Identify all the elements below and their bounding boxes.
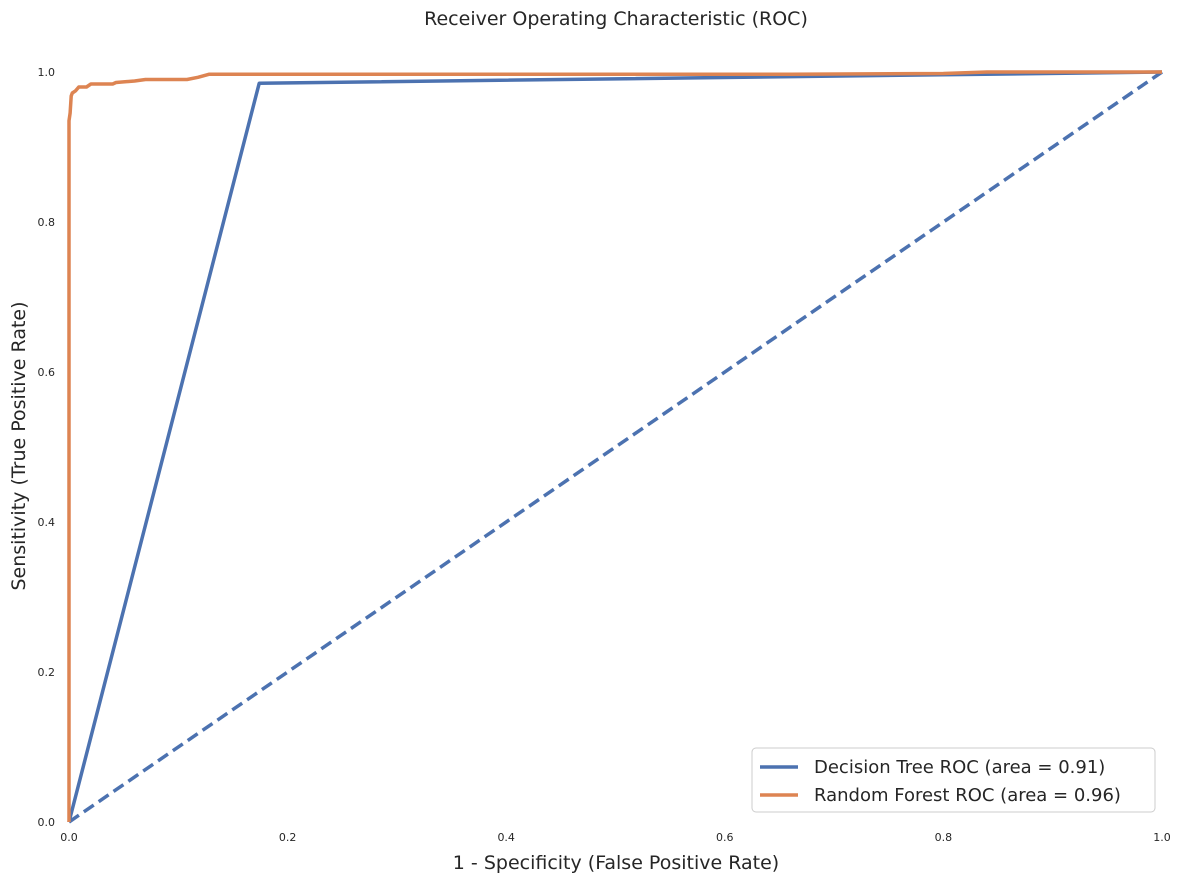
random-forest-roc-line (67, 70, 1162, 822)
legend-label: Random Forest ROC (area = 0.96) (814, 785, 1121, 806)
x-tick-label: 0.4 (497, 831, 515, 844)
y-tick-label: 0.6 (38, 366, 56, 379)
y-tick-label: 1.0 (38, 66, 56, 79)
decision-tree-roc-line (67, 70, 1163, 823)
plot-area (67, 70, 1163, 824)
legend-box (751, 747, 1156, 813)
x-tick-label: 1.0 (1153, 831, 1171, 844)
x-tick-label: 0.8 (935, 831, 953, 844)
x-tick-label: 0.0 (60, 831, 78, 844)
x-axis-ticks: 0.0 0.2 0.4 0.6 0.8 1.0 (60, 831, 1171, 844)
y-tick-label: 0.8 (38, 216, 56, 229)
legend: Decision Tree ROC (area = 0.91) Random Fo… (751, 747, 1156, 813)
y-axis-label: Sensitivity (True Positive Rate) (8, 301, 30, 590)
x-axis-label: 1 - Specificity (False Positive Rate) (453, 852, 779, 874)
y-tick-label: 0.4 (38, 516, 56, 529)
y-tick-label: 0.0 (38, 816, 56, 829)
x-tick-label: 0.6 (716, 831, 734, 844)
chart-title: Receiver Operating Characteristic (ROC) (424, 8, 808, 30)
y-axis-ticks: 0.0 0.2 0.4 0.6 0.8 1.0 (38, 66, 56, 829)
legend-label: Decision Tree ROC (area = 0.91) (814, 757, 1105, 778)
y-tick-label: 0.2 (38, 666, 56, 679)
chance-diagonal-line (68, 70, 1163, 824)
x-tick-label: 0.2 (279, 831, 297, 844)
